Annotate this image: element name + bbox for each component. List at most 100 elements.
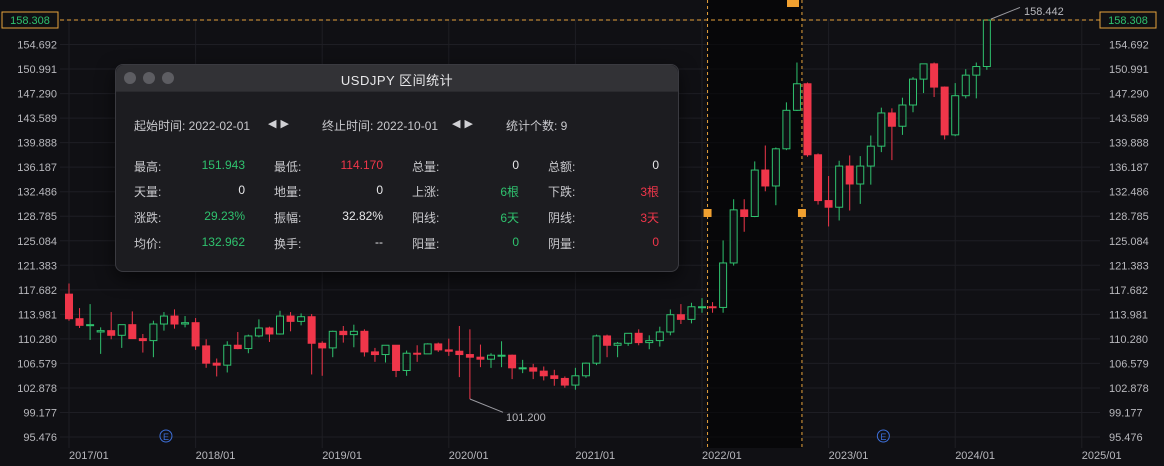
maximize-window-button[interactable] <box>162 72 174 84</box>
candle-down <box>887 112 896 127</box>
close-window-button[interactable] <box>124 72 136 84</box>
candle-up <box>792 83 801 111</box>
candle-down <box>560 377 569 386</box>
stat-label: 涨跌: <box>134 211 162 225</box>
candle-up <box>624 332 633 344</box>
candle-up <box>96 330 105 333</box>
price-tick-right: 113.981 <box>1109 309 1148 321</box>
triangle-left-icon[interactable]: ◀ <box>268 118 281 130</box>
candle-up <box>877 112 886 147</box>
stat-value: 0 <box>512 158 519 172</box>
price-tick-right: 154.692 <box>1109 40 1149 52</box>
candle-down <box>508 354 517 369</box>
date-tick: 2020/01 <box>449 450 489 462</box>
selected-range-band <box>707 0 802 448</box>
candle-down <box>465 354 474 358</box>
candle-down <box>107 330 116 336</box>
start-time-label: 起始时间: 2022-02-01 <box>134 119 251 133</box>
price-tick-right: 121.383 <box>1109 260 1149 272</box>
price-tick-left: 132.486 <box>17 187 57 199</box>
candle-down <box>634 332 643 344</box>
stat-count-label: 统计个数: 9 <box>506 119 568 133</box>
range-stats-panel[interactable]: USDJPY 区间统计 起始时间: 2022-02-01 ◀▶ 终止时间: 20… <box>115 64 679 272</box>
candle-up <box>729 209 738 264</box>
high-leader-line <box>990 6 1021 20</box>
price-tick-left: 110.280 <box>18 334 57 346</box>
candle-up <box>592 335 601 364</box>
price-tick-right: 132.486 <box>1109 187 1149 199</box>
price-tick-right: 150.991 <box>1109 64 1149 76</box>
candle-up <box>856 165 865 185</box>
date-tick: 2018/01 <box>196 450 236 462</box>
candle-up <box>159 315 168 325</box>
price-tick-right: 99.177 <box>1109 407 1143 419</box>
stat-label: 均价: <box>134 237 162 251</box>
price-badge-box <box>1 11 59 29</box>
date-tick: 2017/01 <box>69 450 109 462</box>
candle-up <box>381 344 390 356</box>
stat-label: 换手: <box>274 237 302 251</box>
candle-up <box>423 343 432 355</box>
panel-title: USDJPY 区间统计 <box>340 73 454 88</box>
price-tick-left: 154.692 <box>17 40 57 52</box>
candle-down <box>824 200 833 208</box>
stat-value: 0 <box>652 158 659 172</box>
candle-up <box>149 323 158 342</box>
candle-down <box>318 342 327 349</box>
triangle-right-icon[interactable]: ▶ <box>280 118 293 130</box>
candle-up <box>866 145 875 167</box>
candle-up <box>86 324 95 327</box>
price-tick-right: 143.589 <box>1109 113 1149 125</box>
candle-up <box>223 344 232 366</box>
stat-label: 下跌: <box>548 185 576 199</box>
price-tick-right: 106.579 <box>1109 358 1149 370</box>
stat-value: 0 <box>512 235 519 249</box>
price-tick-left: 95.476 <box>23 432 57 444</box>
minimize-window-button[interactable] <box>143 72 155 84</box>
candle-down <box>740 209 749 218</box>
candle-down <box>339 330 348 336</box>
price-tick-left: 139.888 <box>17 138 57 150</box>
price-badge-box <box>1099 11 1157 29</box>
candle-up <box>181 322 190 325</box>
date-tick: 2023/01 <box>829 450 869 462</box>
candle-down <box>286 315 295 322</box>
candle-up <box>782 109 791 150</box>
candle-down <box>708 306 717 309</box>
price-tick-left: 121.383 <box>17 260 57 272</box>
stat-label: 最高: <box>134 160 162 174</box>
candle-up <box>961 74 970 97</box>
candle-up <box>402 352 411 371</box>
high-value-label: 158.442 <box>1024 6 1064 18</box>
candle-down <box>845 165 854 185</box>
price-tick-right: 136.187 <box>1109 162 1149 174</box>
candle-down <box>413 352 422 355</box>
candle-up <box>328 330 337 349</box>
triangle-right-icon[interactable]: ▶ <box>464 118 477 130</box>
candle-down <box>434 343 443 351</box>
candle-up <box>244 335 253 350</box>
stat-label: 总量: <box>412 160 440 174</box>
candle-up <box>518 367 527 370</box>
candle-down <box>529 367 538 372</box>
candle-down <box>128 324 137 340</box>
stat-label: 阴量: <box>548 237 576 251</box>
candle-down <box>803 83 812 156</box>
stat-label: 阳线: <box>412 211 440 225</box>
candle-up <box>951 95 960 136</box>
candle-up <box>297 316 306 322</box>
candle-down <box>761 169 770 187</box>
stat-value: 6天 <box>500 211 519 225</box>
stat-value: -- <box>375 235 383 249</box>
panel-titlebar[interactable]: USDJPY 区间统计 <box>116 65 678 92</box>
end-time-stepper[interactable]: ◀▶ <box>452 117 477 130</box>
stat-label: 阳量: <box>412 237 440 251</box>
stat-label: 总额: <box>548 160 576 174</box>
candle-up <box>487 354 495 360</box>
triangle-left-icon[interactable]: ◀ <box>452 118 465 130</box>
candle-down <box>265 327 274 335</box>
candle-up <box>666 314 675 333</box>
start-time-stepper[interactable]: ◀▶ <box>268 117 293 130</box>
